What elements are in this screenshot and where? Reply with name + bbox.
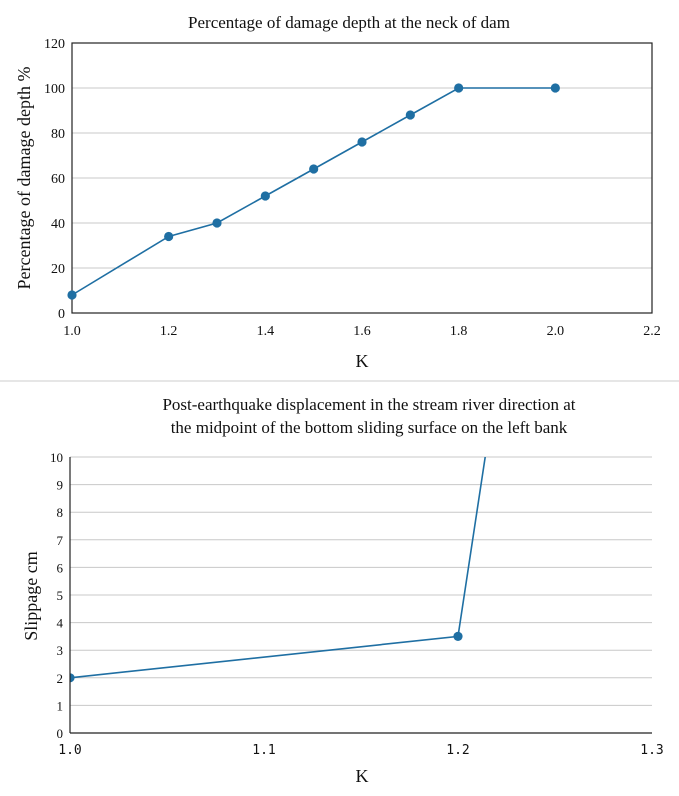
x-tick-label: 2.2 xyxy=(643,324,661,339)
x-axis-label: K xyxy=(356,351,369,371)
series-line xyxy=(71,87,556,296)
y-axis-label: Percentage of damage depth % xyxy=(14,67,34,290)
x-tick-label: 1.6 xyxy=(353,324,371,339)
y-tick-label: 1 xyxy=(57,698,64,713)
chart-title-line-1: Post-earthquake displacement in the stre… xyxy=(162,395,575,414)
y-tick-label: 4 xyxy=(57,616,64,631)
slippage-chart-svg: Post-earthquake displacement in the stre… xyxy=(21,395,664,786)
y-tick-label: 3 xyxy=(57,643,64,658)
slippage-chart: Post-earthquake displacement in the stre… xyxy=(0,386,679,796)
y-tick-label: 5 xyxy=(57,588,64,603)
chart-divider xyxy=(0,380,679,382)
data-point xyxy=(164,231,174,242)
data-point xyxy=(70,673,75,683)
y-tick-label: 20 xyxy=(51,262,65,277)
data-point xyxy=(454,83,464,93)
y-tick-label: 0 xyxy=(57,726,64,741)
x-tick-label: 1.4 xyxy=(257,324,275,339)
x-tick-label: 1.0 xyxy=(58,743,81,758)
x-tick-label: 1.1 xyxy=(252,743,275,758)
data-point xyxy=(357,137,367,147)
y-tick-label: 40 xyxy=(51,217,65,232)
y-tick-label: 7 xyxy=(57,533,64,548)
y-tick-label: 120 xyxy=(44,37,65,52)
x-tick-label: 1.0 xyxy=(63,324,81,339)
data-point xyxy=(405,110,415,120)
data-point xyxy=(309,164,319,174)
damage-depth-chart-svg: Percentage of damage depth at the neck o… xyxy=(14,13,661,371)
chart-title: Percentage of damage depth at the neck o… xyxy=(188,13,510,32)
x-tick-label: 1.3 xyxy=(640,743,663,758)
y-tick-label: 2 xyxy=(57,671,64,686)
y-tick-label: 9 xyxy=(57,478,64,493)
x-axis-label: K xyxy=(356,766,369,786)
x-tick-label: 2.0 xyxy=(547,324,565,339)
chart-title-line-2: the midpoint of the bottom sliding surfa… xyxy=(171,418,568,437)
y-tick-label: 8 xyxy=(57,505,64,520)
data-point xyxy=(453,631,463,641)
damage-depth-chart: Percentage of damage depth at the neck o… xyxy=(0,0,679,378)
y-tick-label: 6 xyxy=(57,560,64,575)
x-tick-label: 1.2 xyxy=(160,324,178,339)
y-tick-label: 80 xyxy=(51,127,65,142)
plot-frame xyxy=(71,42,653,314)
data-point xyxy=(67,290,77,300)
y-tick-label: 0 xyxy=(58,307,65,322)
data-point xyxy=(212,218,222,228)
x-tick-label: 1.8 xyxy=(450,324,468,339)
data-point xyxy=(260,191,270,201)
y-tick-label: 10 xyxy=(50,450,63,465)
y-tick-label: 100 xyxy=(44,82,65,97)
y-tick-label: 60 xyxy=(51,172,65,187)
x-tick-label: 1.2 xyxy=(446,743,469,758)
data-point xyxy=(550,83,560,93)
y-axis-label: Slippage cm xyxy=(21,551,41,640)
